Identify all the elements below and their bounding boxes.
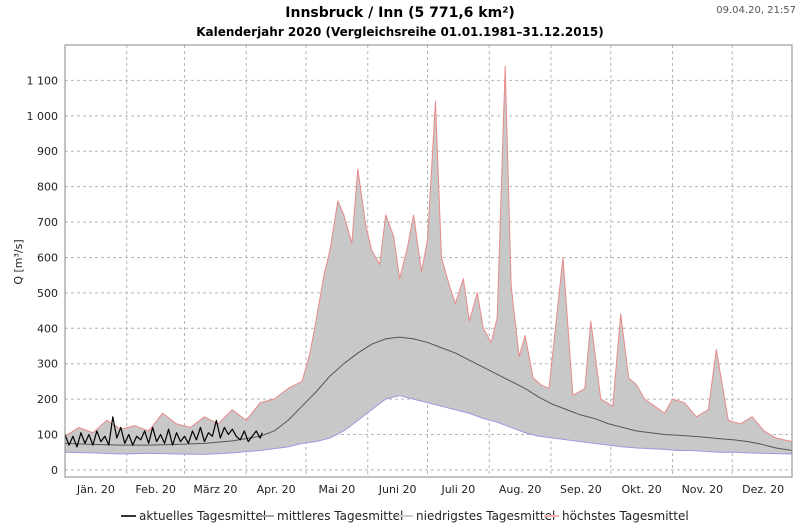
x-tick-label: Apr. 20: [257, 483, 296, 496]
x-tick-label: Juni 20: [378, 483, 417, 496]
series-line: [64, 395, 793, 455]
range-band: [65, 66, 792, 455]
legend-label: mittleres Tagesmittel: [277, 509, 403, 523]
legend: aktuelles Tagesmittel mittleres Tagesmitt…: [121, 509, 689, 523]
y-tick-label: 600: [37, 251, 58, 264]
legend-label: aktuelles Tagesmittel: [139, 509, 266, 523]
y-tick-label: 700: [37, 216, 58, 229]
x-tick-label: Nov. 20: [682, 483, 724, 496]
series-line: [64, 416, 263, 448]
y-tick-label: 800: [37, 181, 58, 194]
y-tick-label: 900: [37, 145, 58, 158]
y-tick-label: 300: [37, 358, 58, 371]
y-tick-label: 100: [37, 429, 58, 442]
series-line: [64, 65, 793, 443]
x-tick-labels: Jän. 20 Feb. 20 März 20 Apr. 20 Mai 20 Juni 2…: [76, 483, 784, 496]
y-tick-labels: 0 100 200 300 400 500 600 700 800 900 1 000 1 100: [27, 74, 59, 477]
range-band-area: [65, 66, 792, 455]
series-line: [64, 336, 793, 451]
x-tick-label: Juli 20: [440, 483, 475, 496]
x-tick-label: Feb. 20: [135, 483, 175, 496]
x-tick-label: Jän. 20: [76, 483, 115, 496]
y-tick-label: 0: [51, 464, 58, 477]
y-tick-label: 200: [37, 393, 58, 406]
series-lines: [64, 65, 793, 455]
x-tick-label: Aug. 20: [499, 483, 541, 496]
chart-title: Innsbruck / Inn (5 771,6 km²): [285, 5, 514, 21]
legend-label: niedrigstes Tagesmittel: [416, 509, 555, 523]
y-tick-label: 500: [37, 287, 58, 300]
x-tick-label: Okt. 20: [621, 483, 661, 496]
y-axis-label: Q [m³/s]: [12, 239, 25, 284]
chart-subtitle: Kalenderjahr 2020 (Vergleichsreihe 01.01…: [196, 25, 604, 39]
plot-frame: [64, 44, 793, 478]
y-tick-label: 1 000: [27, 110, 59, 123]
x-tick-label: März 20: [193, 483, 237, 496]
y-tick-label: 400: [37, 322, 58, 335]
chart-timestamp: 09.04.20, 21:57: [716, 5, 796, 16]
x-tick-label: Sep. 20: [560, 483, 602, 496]
x-tick-label: Dez. 20: [742, 483, 784, 496]
y-tick-label: 1 100: [27, 74, 59, 87]
x-tick-label: Mai 20: [318, 483, 355, 496]
legend-label: höchstes Tagesmittel: [562, 509, 689, 523]
